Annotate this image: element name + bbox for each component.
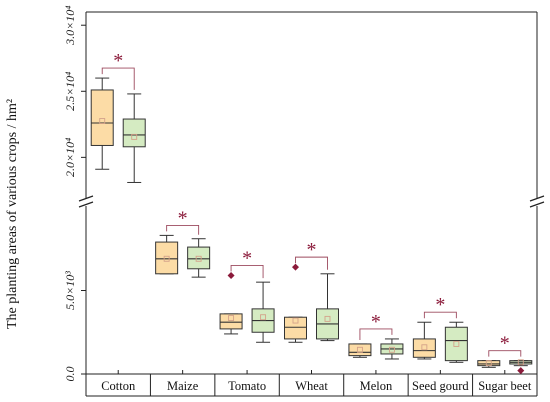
x-tick-label: Wheat bbox=[295, 379, 328, 393]
significance-star: * bbox=[500, 333, 510, 355]
mean-marker bbox=[485, 360, 492, 367]
significance-bracket bbox=[230, 265, 264, 279]
x-tick-label: Sugar beet bbox=[478, 379, 532, 393]
box-b bbox=[187, 246, 211, 270]
outlier-point bbox=[227, 271, 235, 279]
mean-marker bbox=[453, 340, 460, 347]
box-b bbox=[122, 118, 146, 148]
significance-bracket bbox=[488, 350, 522, 357]
significance-star: * bbox=[242, 247, 252, 269]
significance-star: * bbox=[113, 50, 123, 72]
mean-marker bbox=[517, 359, 524, 366]
box-b bbox=[444, 326, 468, 362]
significance-bracket bbox=[423, 311, 457, 319]
significance-star: * bbox=[371, 311, 381, 333]
x-tick-label: Melon bbox=[360, 379, 393, 393]
mean-marker bbox=[388, 346, 395, 353]
box-layer: * * * * * * * bbox=[90, 50, 533, 375]
y-tick-label: 5.0×10³ bbox=[63, 271, 77, 310]
mean-marker bbox=[131, 133, 138, 140]
significance-bracket bbox=[166, 224, 200, 235]
y-tick-label: 3.0×10⁴ bbox=[63, 6, 77, 46]
axis-break-gap-right bbox=[531, 198, 543, 206]
box-a bbox=[90, 89, 114, 146]
mean-marker bbox=[163, 255, 170, 262]
mean-marker bbox=[324, 315, 331, 322]
y-tick-label: 2.5×10⁴ bbox=[63, 72, 77, 111]
x-tick-label: Cotton bbox=[101, 379, 136, 393]
significance-bracket bbox=[295, 256, 328, 270]
box-a bbox=[284, 316, 307, 340]
box-a bbox=[412, 338, 436, 358]
outlier-point bbox=[517, 367, 525, 375]
box-a bbox=[155, 241, 179, 275]
mean-marker bbox=[260, 314, 267, 321]
mean-marker bbox=[292, 317, 299, 324]
axis-break-gap bbox=[80, 198, 92, 206]
mean-marker bbox=[195, 255, 202, 262]
axis-break-mark bbox=[529, 201, 545, 208]
significance-bracket bbox=[359, 328, 393, 340]
axis-break-mark bbox=[78, 201, 94, 208]
mean-marker bbox=[356, 346, 363, 353]
box-a bbox=[219, 313, 243, 330]
significance-star: * bbox=[178, 207, 188, 229]
x-tick-label: Seed gourd bbox=[412, 379, 469, 393]
x-tick-label: Tomato bbox=[228, 379, 266, 393]
outlier-point bbox=[292, 263, 299, 271]
mean-marker bbox=[99, 118, 106, 124]
x-tick-label: Maize bbox=[167, 379, 199, 393]
axis-break-mark bbox=[529, 195, 545, 202]
y-tick-label: 0.0 bbox=[63, 367, 77, 382]
mean-marker bbox=[228, 315, 235, 322]
mean-marker bbox=[421, 344, 428, 351]
significance-star: * bbox=[435, 294, 445, 316]
y-tick-label: 2.0×10⁴ bbox=[63, 138, 77, 177]
axis-layer: 0.0 5.0×10³ 2.0×10⁴ 2.5×10⁴ 3.0×10⁴ Cotton Mai… bbox=[63, 6, 545, 396]
y-axis-label: The planting areas of various crops / hm… bbox=[5, 99, 20, 329]
box-a bbox=[348, 343, 372, 357]
plot-frame bbox=[85, 11, 538, 397]
significance-bracket bbox=[101, 67, 135, 90]
axis-break-mark bbox=[78, 195, 94, 202]
significance-star: * bbox=[307, 239, 317, 261]
box-a bbox=[477, 360, 501, 367]
